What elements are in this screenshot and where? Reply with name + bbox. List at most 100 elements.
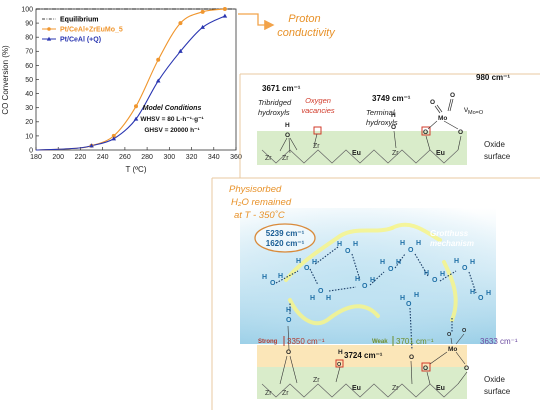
bottom-eu-2: Eu [436,385,445,392]
nu-subscript: Mo=O [468,110,484,116]
svg-text:H: H [400,240,405,247]
svg-text:O: O [286,317,292,324]
wn-5239: 5239 cm⁻¹ [266,229,305,238]
x-tick-label: 320 [186,154,198,161]
water-molecule-1: OH H [262,273,283,287]
mo-bridge-o-1: O [423,129,428,136]
x-tick-label: 360 [230,154,242,161]
top-zr-1: Zr [265,155,272,162]
wn-3749: 3749 cm⁻¹ [372,94,411,103]
svg-text:H: H [470,259,475,266]
svg-text:H: H [337,241,342,248]
bottom-vacancy-h: H [338,349,343,356]
bottom-oxygen-vacancy [335,359,344,368]
wn-3671: 3671 cm⁻¹ [262,84,301,93]
svg-text:H: H [286,307,291,314]
series-line-2 [35,15,226,151]
data-point-triangle [178,48,183,53]
bottom-zr-4: Zr [392,385,399,392]
top-eu-1: Eu [352,150,361,157]
svg-text:H: H [400,295,405,302]
x-tick-label: 180 [30,154,42,161]
physisorbed-label: Physisorbed [229,184,282,195]
mo-oxo-o-1: O [430,99,435,106]
y-tick-label: 50 [25,77,33,84]
water-molecule-4: OH H [337,241,358,255]
co-conversion-chart: 0 10 20 30 40 50 60 70 80 90 100 180 200 220 240 260 28… [1,6,242,174]
wn-980: 980 cm⁻¹ [476,73,510,82]
grotthuss-path-1 [284,226,394,282]
svg-text:H: H [278,273,283,280]
bottom-mo-o-top-1: O [447,332,452,338]
bottom-mo-bridge-o-2: O [464,365,469,372]
svg-text:O: O [362,283,368,290]
svg-text:O: O [304,265,310,272]
series-lines [35,8,236,151]
y-tick-label: 40 [25,91,33,98]
bottom-tribridged-o: O [286,349,291,356]
legend-equilibrium-label: Equilibrium [60,17,99,24]
svg-text:H: H [454,258,459,265]
proton-conductivity-label: Proton conductivity [277,13,336,39]
svg-text:H: H [355,276,360,283]
data-point-triangle [200,24,205,29]
water-molecule-7: OH H [400,240,421,254]
data-point-triangle [89,143,94,148]
water-molecule-12: H HO [400,292,419,308]
water-molecule-10: OH H [470,289,491,302]
svg-text:O: O [318,288,324,295]
y-tick-label: 70 [25,49,33,56]
y-tick-label: 30 [25,105,33,112]
y-axis: 0 10 20 30 40 50 60 70 80 90 100 [21,6,39,154]
top-green-band [257,131,467,165]
svg-text:O: O [408,247,414,254]
vacancies-label: vacancies [301,106,335,115]
data-point-triangle [155,78,161,83]
wn-3633: 3633 cm⁻¹ [480,337,518,346]
bottom-terminal-o: O [409,354,414,361]
data-point-triangle [133,116,139,121]
data-point-circle [200,9,205,14]
terminal-h: H [391,112,396,119]
data-point-circle [134,104,138,109]
h2o-remained-label: H₂O remained [231,197,292,208]
svg-text:H: H [470,289,475,296]
x-tick-label: 220 [75,154,87,161]
terminal-label: Terminal [366,108,395,117]
data-point-circle [222,7,227,11]
svg-text:H: H [296,258,301,265]
water-molecules: OH H OH H OH H OH H OH H OH H OH H OH H [262,240,491,324]
grotthuss-path-3 [288,298,380,326]
legend-ptceal-zreumo-label: Pt/CeAl+ZrEuMo_5 [60,27,123,34]
wn-3350: 3350 cm⁻¹ [287,337,325,346]
svg-text:H: H [440,271,445,278]
top-vacancy-near-mo [421,126,431,136]
y-tick-label: 10 [25,133,33,140]
bottom-mo: Mo [448,346,457,353]
mo-oxo-o-2: O [450,92,455,99]
legend-triangle-marker [46,36,52,41]
x-tick-label: 240 [97,154,109,161]
top-lattice-zigzag [261,149,459,164]
tribridged-hydroxyls-label: hydroxyls [258,108,290,117]
tribridged-o: O [285,132,290,139]
svg-text:O: O [270,280,276,287]
wn-3724: 3724 cm⁻¹ [344,351,383,360]
wn-1620: 1620 cm⁻¹ [266,239,305,248]
x-tick-label: 340 [208,154,220,161]
top-mo: Mo [438,115,447,122]
svg-text:H: H [312,259,317,266]
top-oxide-label: Oxide [484,140,505,149]
svg-text:H: H [414,292,419,299]
svg-text:H: H [416,240,421,247]
plot-frame [35,8,237,151]
data-point-circle [156,57,161,62]
bottom-vacancy-near-mo [421,362,431,372]
grotthuss-path-4 [442,260,458,322]
water-molecule-5: OH H [355,276,375,290]
model-conditions-ghsv: GHSV = 20000 h⁻¹ [144,127,199,134]
svg-text:H: H [262,274,267,281]
x-tick-label: 260 [119,154,131,161]
proton-label: Proton [288,13,320,25]
y-tick-label: 60 [25,63,33,70]
